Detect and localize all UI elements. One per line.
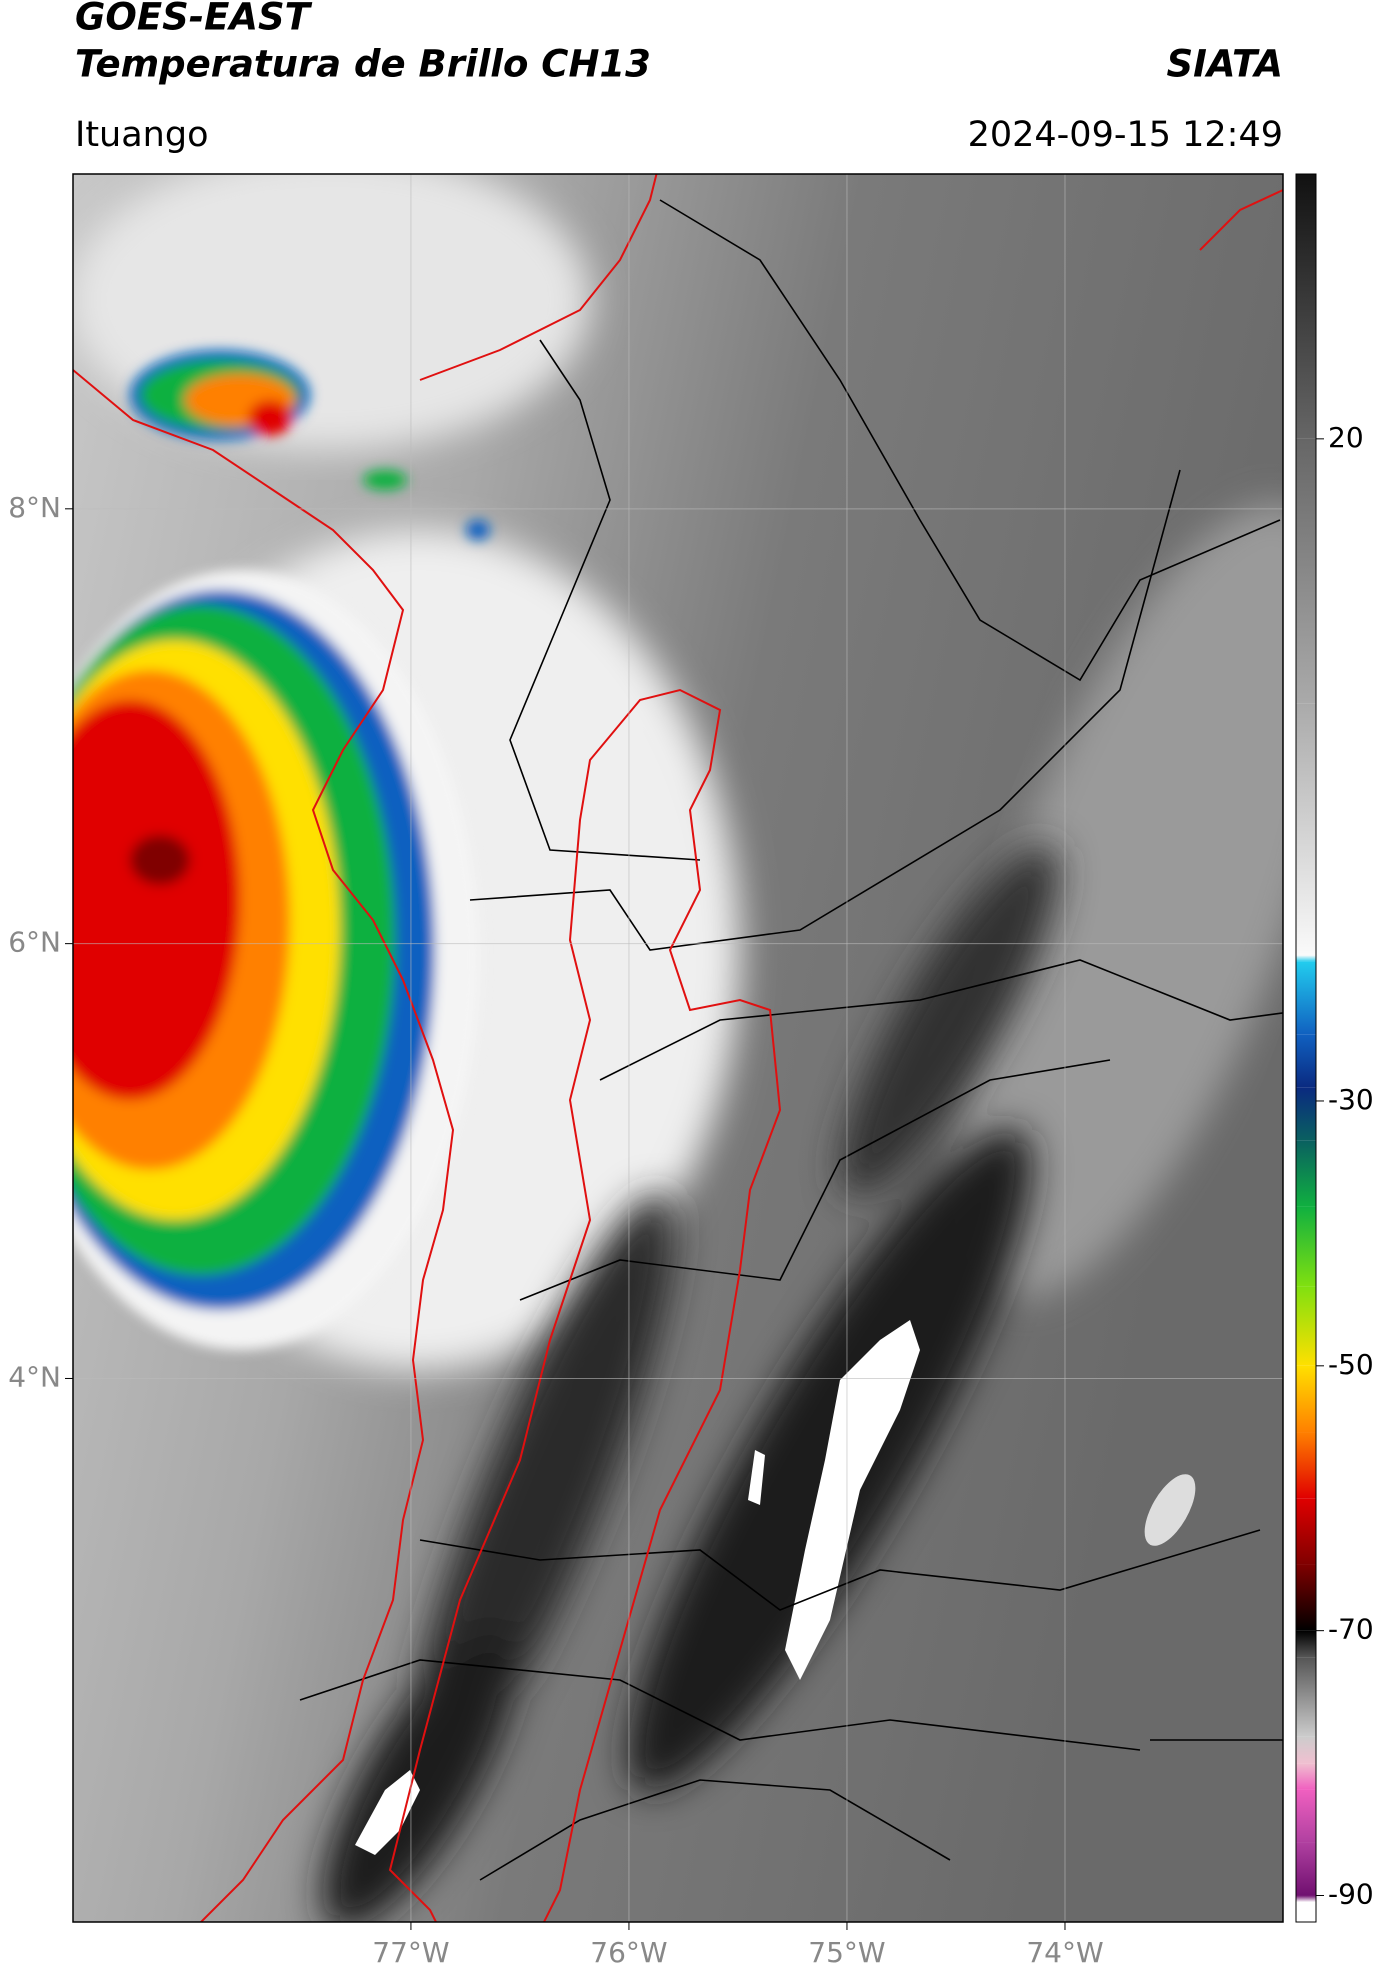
colorbar-segment bbox=[1296, 1789, 1316, 1843]
colorbar-segment bbox=[1296, 1902, 1316, 1922]
map-frame bbox=[72, 173, 1284, 1923]
colorbar-segment bbox=[1296, 955, 1316, 962]
datetime: 2024-09-15 12:49 bbox=[968, 115, 1283, 155]
colorbar-segment bbox=[1296, 1763, 1316, 1790]
colorbar-segment bbox=[1296, 1657, 1316, 1737]
colorbar-segment bbox=[1296, 1206, 1316, 1287]
colorbar-segment bbox=[1296, 1365, 1316, 1433]
title: GOES-EAST bbox=[75, 0, 313, 39]
subtitle: Temperatura de Brillo CH13 bbox=[75, 43, 651, 86]
colorbar-tick-label: -50 bbox=[1328, 1348, 1374, 1381]
y-tick-label: 8°N bbox=[8, 491, 61, 524]
colorbar-segment bbox=[1296, 1842, 1316, 1896]
colorbar-segment bbox=[1296, 703, 1316, 956]
source: SIATA bbox=[1166, 43, 1283, 86]
x-tick-label: 74°W bbox=[1026, 1936, 1103, 1969]
colorbar-segment bbox=[1296, 1564, 1316, 1631]
colorbar-segment bbox=[1296, 1087, 1316, 1141]
colorbar-tick-label: -90 bbox=[1328, 1878, 1374, 1911]
map-axes: 77°W 76°W 75°W 74°W 8°N 6°N 4°N bbox=[8, 174, 1283, 1969]
colorbar-segment bbox=[1296, 1286, 1316, 1366]
y-tick-label: 4°N bbox=[8, 1360, 61, 1393]
colorbar-segment bbox=[1296, 961, 1316, 1035]
colorbar-segment bbox=[1296, 1140, 1316, 1207]
colorbar-segment bbox=[1296, 1034, 1316, 1088]
colorbar-segment bbox=[1296, 1895, 1316, 1903]
x-tick-label: 76°W bbox=[590, 1936, 667, 1969]
colorbar-segment bbox=[1296, 1432, 1316, 1499]
y-tick-label: 6°N bbox=[8, 926, 61, 959]
location: Ituango bbox=[75, 115, 209, 155]
colorbar-segment bbox=[1296, 1498, 1316, 1565]
satellite-image bbox=[73, 174, 1283, 1922]
colorbar-tick-label: -30 bbox=[1328, 1083, 1374, 1116]
colorbar-tick-label: 20 bbox=[1328, 421, 1364, 454]
colorbar: 20 -30 -50 -70 -90 bbox=[1295, 173, 1374, 1923]
x-tick-label: 77°W bbox=[372, 1936, 449, 1969]
colorbar-tick-label: -70 bbox=[1328, 1613, 1374, 1646]
colorbar-segment bbox=[1296, 1736, 1316, 1764]
colorbar-segment bbox=[1296, 1630, 1316, 1658]
colorbar-segment bbox=[1296, 174, 1316, 439]
x-tick-label: 75°W bbox=[808, 1936, 885, 1969]
colorbar-frame bbox=[1295, 173, 1317, 1923]
colorbar-segment bbox=[1296, 438, 1316, 704]
